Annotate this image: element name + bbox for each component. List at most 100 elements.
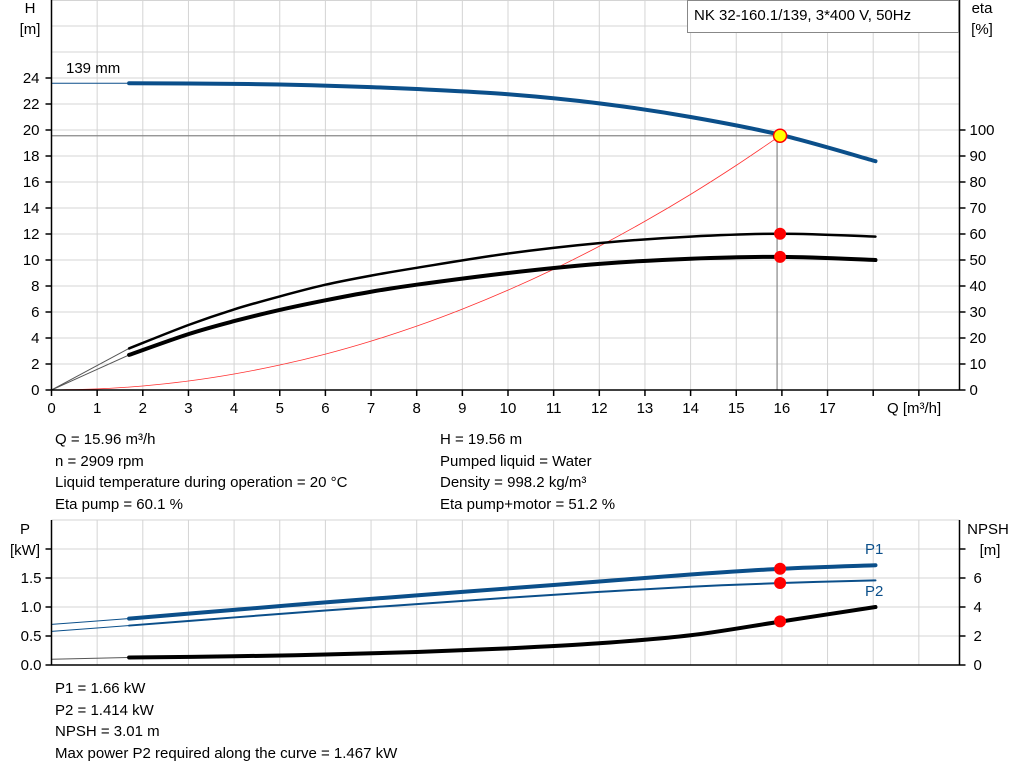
p2-extension <box>51 625 130 632</box>
info-speed: n = 2909 rpm <box>55 452 144 470</box>
y-tick-label: 8 <box>31 278 39 295</box>
p-tick-label: 0.0 <box>21 657 42 674</box>
npsh-curve <box>127 605 878 660</box>
x-tick-label: 11 <box>546 400 562 417</box>
eta-tick-label: 60 <box>970 226 987 243</box>
axes: 0 1 2 3 4 5 6 7 8 9 10 11 12 13 14 15 16 1702468101214161… <box>21 0 995 674</box>
y-tick-label: 20 <box>23 122 40 139</box>
eta-tick-label: 30 <box>970 304 987 321</box>
x-tick-label: 3 <box>184 400 192 417</box>
head-curve <box>127 81 878 164</box>
info-top-left: Q = 15.96 m³/h n = 2909 rpm Liquid tempe… <box>55 429 347 515</box>
p1-series-label: P1 <box>865 541 883 558</box>
info-top-right: H = 19.56 m Pumped liquid = Water Densit… <box>440 429 615 515</box>
x-tick-label: 9 <box>458 400 466 417</box>
p-axis-unit: [kW] <box>10 542 40 559</box>
p-axis-name: P <box>20 521 30 538</box>
p2-curve <box>128 579 877 627</box>
operating-point-marker <box>772 128 788 143</box>
y-tick-label: 0 <box>31 382 39 399</box>
eta-tick-label: 70 <box>970 200 987 217</box>
chart-title: NK 32-160.1/139, 3*400 V, 50Hz <box>694 7 911 24</box>
p-tick-label: 1.5 <box>21 570 42 587</box>
npsh-tick-label: 2 <box>974 628 982 645</box>
info-density: Density = 998.2 kg/m³ <box>440 474 587 491</box>
npsh-tick-label: 0 <box>974 657 982 674</box>
x-tick-label: 4 <box>230 400 238 417</box>
info-eta-pump: Eta pump = 60.1 % <box>55 495 183 513</box>
y-tick-label: 16 <box>23 174 40 191</box>
p1-extension <box>51 618 130 625</box>
info-liquid-temp: Liquid temperature during operation = 20… <box>55 474 348 491</box>
p2-series-label: P2 <box>865 583 883 600</box>
info-npsh: NPSH = 3.01 m <box>55 723 160 740</box>
info-pumped-liquid: Pumped liquid = Water <box>440 452 592 470</box>
p-tick-label: 1.0 <box>21 599 42 616</box>
eta-tick-label: 100 <box>970 122 995 139</box>
eta-pump-marker <box>774 227 787 240</box>
eta-total-extension <box>51 354 130 391</box>
x-tick-label: 8 <box>413 400 421 417</box>
y-tick-label: 12 <box>23 226 40 243</box>
npsh-axis-name: NPSH <box>967 521 1009 538</box>
info-bottom: P1 = 1.66 kW P2 = 1.414 kW NPSH = 3.01 m… <box>55 678 397 764</box>
info-eta-total: Eta pump+motor = 51.2 % <box>440 495 616 513</box>
eta-tick-label: 50 <box>970 252 987 269</box>
eta-tick-label: 40 <box>970 278 987 295</box>
eta-total-marker <box>774 250 787 263</box>
eta-tick-label: 90 <box>970 148 987 165</box>
info-q: Q = 15.96 m³/h <box>55 431 156 448</box>
x-tick-label: 15 <box>728 400 745 417</box>
p1-marker <box>774 562 787 575</box>
info-p1: P1 = 1.66 kW <box>55 680 146 697</box>
curves <box>51 81 878 660</box>
eta-tick-label: 20 <box>970 330 987 347</box>
npsh-tick-label: 4 <box>974 599 982 616</box>
y-tick-label: 24 <box>23 70 40 87</box>
x-tick-label: 5 <box>276 400 284 417</box>
grid-bottom <box>51 519 960 665</box>
x-tick-label: 10 <box>500 400 517 417</box>
x-tick-label: 0 <box>47 400 55 417</box>
x-tick-label: 7 <box>367 400 375 417</box>
x-tick-label: 6 <box>321 400 329 417</box>
title-box: NK 32-160.1/139, 3*400 V, 50Hz <box>687 0 959 33</box>
x-tick-label: 17 <box>819 400 836 417</box>
q-axis-label: Q [m³/h] <box>887 400 941 417</box>
p2-marker <box>774 576 787 589</box>
y-tick-label: 6 <box>31 304 39 321</box>
x-tick-label: 2 <box>139 400 147 417</box>
impeller-label: 139 mm <box>66 60 120 77</box>
h-axis-unit: [m] <box>20 21 41 38</box>
y-tick-label: 2 <box>31 356 39 373</box>
npsh-tick-label: 6 <box>974 570 982 587</box>
axis-labels: H [m] eta [%] Q [m³/h] 139 mm P [kW] NPS… <box>10 0 1009 600</box>
x-tick-label: 16 <box>774 400 791 417</box>
eta-axis-name: eta <box>972 0 994 17</box>
eta-pump-curve <box>127 232 877 350</box>
x-tick-label: 13 <box>637 400 654 417</box>
info-h: H = 19.56 m <box>440 431 523 448</box>
y-tick-label: 14 <box>23 200 40 217</box>
eta-pump-extension <box>51 347 130 391</box>
eta-tick-label: 0 <box>970 382 978 399</box>
x-tick-label: 12 <box>591 400 608 417</box>
npsh-axis-unit: [m] <box>980 542 1001 559</box>
y-tick-label: 10 <box>23 252 40 269</box>
p-tick-label: 0.5 <box>21 628 42 645</box>
eta-tick-label: 80 <box>970 174 987 191</box>
x-tick-label: 1 <box>93 400 101 417</box>
y-tick-label: 18 <box>23 148 40 165</box>
y-tick-label: 4 <box>31 330 39 347</box>
info-max-p2: Max power P2 required along the curve = … <box>55 744 398 762</box>
npsh-extension <box>51 656 130 660</box>
grid-top <box>51 0 960 390</box>
eta-tick-label: 10 <box>970 356 987 373</box>
info-p2: P2 = 1.414 kW <box>55 701 154 719</box>
h-axis-name: H <box>25 0 36 17</box>
y-tick-label: 22 <box>23 96 40 113</box>
p1-curve <box>127 563 878 621</box>
eta-total-curve <box>127 254 878 357</box>
eta-axis-unit: [%] <box>971 21 993 38</box>
